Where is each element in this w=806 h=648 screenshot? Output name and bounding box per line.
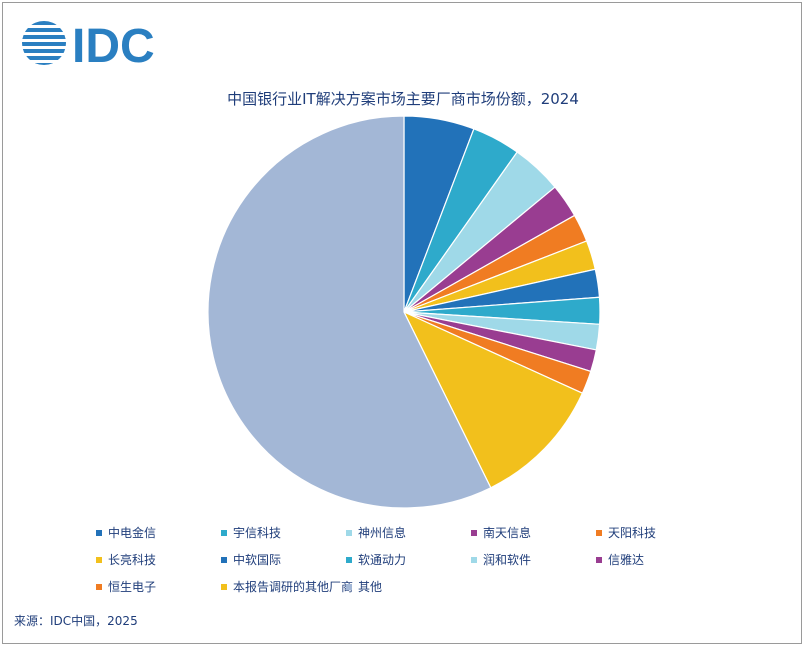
legend-label: 其他: [358, 580, 383, 594]
legend-label: 神州信息: [358, 526, 407, 540]
legend-swatch: [471, 529, 477, 536]
legend-label: 信雅达: [608, 553, 645, 567]
legend-item-4: 天阳科技: [596, 524, 721, 541]
legend-swatch: [221, 556, 227, 563]
legend-swatch: [221, 529, 227, 536]
legend-item-1: 宇信科技: [221, 524, 346, 541]
legend-label: 软通动力: [358, 553, 407, 567]
legend-label: 宇信科技: [233, 526, 282, 540]
legend-label: 本报告调研的其他厂商: [233, 580, 354, 594]
legend-label: 长亮科技: [108, 553, 157, 567]
legend-swatch: [346, 529, 352, 536]
legend-item-6: 中软国际: [221, 551, 346, 568]
source-note: 来源：IDC中国，2025: [14, 614, 138, 628]
legend-swatch: [96, 556, 102, 563]
legend-item-9: 信雅达: [596, 551, 721, 568]
logo-text: IDC: [72, 20, 155, 68]
legend-label: 恒生电子: [108, 580, 157, 594]
legend-swatch: [346, 583, 352, 590]
legend-swatch: [221, 583, 227, 590]
legend-item-3: 南天信息: [471, 524, 596, 541]
chart-title: 中国银行业IT解决方案市场主要厂商市场份额，2024: [227, 90, 579, 108]
legend-swatch: [96, 529, 102, 536]
legend-swatch: [596, 529, 602, 536]
legend-swatch: [471, 556, 477, 563]
legend-item-7: 软通动力: [346, 551, 471, 568]
chart-legend: 中电金信 宇信科技 神州信息 南天信息 天阳科技长亮科技 中软国际 软通动力 润和软件 信雅达恒…: [96, 524, 756, 595]
legend-label: 中电金信: [108, 526, 157, 540]
legend-item-2: 神州信息: [346, 524, 471, 541]
legend-swatch: [96, 583, 102, 590]
pie-slice-12: [207, 115, 492, 509]
pie-chart: [207, 115, 601, 509]
pie-slice-11: [402, 310, 584, 489]
legend-item-11: 本报告调研的其他厂商: [221, 578, 353, 595]
legend-swatch: [596, 556, 602, 563]
legend-label: 天阳科技: [608, 526, 657, 540]
legend-item-10: 恒生电子: [96, 578, 221, 595]
legend-item-5: 长亮科技: [96, 551, 221, 568]
legend-label: 中软国际: [233, 553, 282, 567]
legend-item-8: 润和软件: [471, 551, 596, 568]
idc-globe-icon: IDC: [22, 20, 155, 73]
legend-label: 南天信息: [483, 526, 532, 540]
legend-item-12: 其他: [346, 578, 471, 595]
legend-item-0: 中电金信: [96, 524, 221, 541]
idc-logo: IDC: [20, 18, 170, 73]
legend-label: 润和软件: [483, 553, 532, 567]
legend-swatch: [346, 556, 352, 563]
